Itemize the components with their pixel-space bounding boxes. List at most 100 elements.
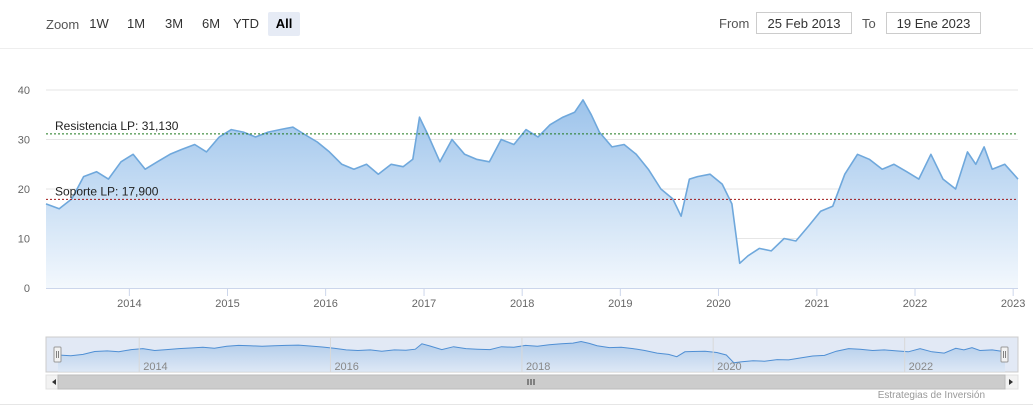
x-tick-label: 2016 — [313, 298, 337, 310]
data-point — [402, 166, 404, 168]
data-point — [709, 173, 711, 175]
data-point — [500, 138, 502, 140]
y-tick-label: 0 — [24, 283, 30, 295]
data-point — [316, 141, 318, 143]
x-tick-label: 2020 — [706, 298, 730, 310]
zoom-all-button[interactable]: All — [268, 12, 300, 36]
data-point — [475, 158, 477, 160]
zoom-1m-button[interactable]: 1M — [126, 16, 146, 31]
data-point — [582, 99, 584, 101]
series-area-fill — [46, 99, 1018, 289]
data-point — [58, 208, 60, 210]
scroll-left-arrow-icon[interactable] — [52, 379, 56, 385]
data-point — [418, 116, 420, 118]
data-point — [439, 161, 441, 163]
data-point — [783, 237, 785, 239]
to-label: To — [862, 16, 876, 31]
x-tick-label: 2017 — [412, 298, 436, 310]
data-point — [95, 170, 97, 172]
data-point — [807, 225, 809, 227]
data-point — [107, 178, 109, 180]
data-point — [688, 178, 690, 180]
navigator-tick-label: 2018 — [526, 361, 550, 373]
x-tick-label: 2014 — [117, 298, 141, 310]
navigator[interactable]: 2014 2016 2018 2020 2022 — [45, 336, 1019, 390]
data-point — [747, 255, 749, 257]
data-point — [573, 111, 575, 113]
plot-lines: Resistencia LP: 31,130 Soporte LP: 17,900 — [46, 119, 1018, 200]
data-point — [562, 116, 564, 118]
data-point — [365, 163, 367, 165]
x-tick-label: 2019 — [608, 298, 632, 310]
resistance-label: Resistencia LP: 31,130 — [55, 119, 179, 133]
x-tick-label: 2021 — [805, 298, 829, 310]
range-selector-toolbar: Zoom 1W 1M 3M 6M YTD All From 25 Feb 201… — [0, 0, 1033, 48]
data-point — [991, 168, 993, 170]
data-point — [832, 205, 834, 207]
data-point — [660, 188, 662, 190]
data-point — [205, 151, 207, 153]
data-point — [611, 146, 613, 148]
data-point — [844, 173, 846, 175]
data-point — [770, 250, 772, 252]
data-point — [341, 163, 343, 165]
data-point — [513, 143, 515, 145]
data-point — [680, 215, 682, 217]
data-point — [218, 136, 220, 138]
data-point — [881, 168, 883, 170]
data-point — [856, 153, 858, 155]
bottom-border — [0, 404, 1033, 405]
zoom-ytd-button[interactable]: YTD — [233, 16, 259, 31]
data-point — [795, 240, 797, 242]
data-point — [549, 123, 551, 125]
data-point — [930, 153, 932, 155]
chart-credit[interactable]: Estrategias de Inversión — [877, 390, 985, 401]
data-point — [954, 188, 956, 190]
toolbar-divider — [0, 48, 1033, 49]
navigator-line — [57, 340, 1006, 364]
to-date-input[interactable]: 19 Ene 2023 — [886, 12, 981, 34]
data-point — [169, 153, 171, 155]
data-point — [598, 131, 600, 133]
data-point — [942, 178, 944, 180]
data-point — [451, 138, 453, 140]
data-point — [463, 153, 465, 155]
x-tick-label: 2022 — [903, 298, 927, 310]
data-point — [292, 126, 294, 128]
data-point — [254, 136, 256, 138]
zoom-6m-button[interactable]: 6M — [201, 16, 221, 31]
data-point — [590, 114, 592, 116]
data-point — [966, 151, 968, 153]
navigator-area — [58, 341, 1005, 372]
navigator-left-handle[interactable] — [53, 346, 62, 363]
data-point — [412, 158, 414, 160]
scroll-right-arrow-icon[interactable] — [1009, 379, 1013, 385]
zoom-3m-button[interactable]: 3M — [164, 16, 184, 31]
data-point — [390, 163, 392, 165]
navigator-tick-label: 2020 — [717, 361, 741, 373]
data-point — [635, 153, 637, 155]
navigator-right-handle[interactable] — [1000, 346, 1009, 363]
data-point — [868, 158, 870, 160]
y-tick-label: 40 — [18, 85, 30, 97]
data-point — [328, 151, 330, 153]
data-point — [918, 178, 920, 180]
data-point — [1004, 163, 1006, 165]
data-point — [144, 168, 146, 170]
data-point — [721, 183, 723, 185]
data-point — [353, 168, 355, 170]
from-date-input[interactable]: 25 Feb 2013 — [756, 12, 852, 34]
data-point — [377, 173, 379, 175]
support-label: Soporte LP: 17,900 — [55, 184, 159, 198]
zoom-1w-button[interactable]: 1W — [89, 16, 109, 31]
data-point — [82, 175, 84, 177]
data-point — [537, 136, 539, 138]
data-point — [488, 161, 490, 163]
x-tick-label: 2015 — [215, 298, 239, 310]
navigator-tick-label: 2016 — [334, 361, 358, 373]
data-point — [758, 247, 760, 249]
data-point — [696, 175, 698, 177]
data-point — [193, 143, 195, 145]
series-line[interactable] — [45, 99, 1019, 265]
